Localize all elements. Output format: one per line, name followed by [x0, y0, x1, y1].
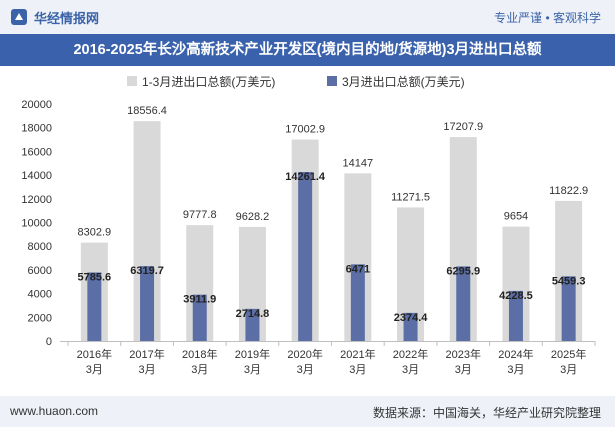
slogan: 专业严谨 • 客观科学 — [494, 11, 601, 25]
y-tick-label: 8000 — [28, 241, 52, 253]
bar-march — [561, 276, 576, 341]
data-label-march: 2714.8 — [236, 308, 270, 320]
x-category-label: 2019年 3月 — [235, 347, 270, 376]
bar-march — [192, 294, 207, 341]
huajing-logo-icon — [11, 9, 27, 25]
chart-title: 2016-2025年长沙高新技术产业开发区(境内目的地/货源地)3月进出口总额 — [73, 42, 542, 58]
header-bar: 华经情报网 专业严谨 • 客观科学 — [0, 0, 615, 34]
data-label-march: 5459.3 — [552, 275, 586, 287]
data-label-total: 18556.4 — [127, 105, 167, 117]
legend-swatch-march — [327, 76, 337, 86]
data-label-total: 17002.9 — [285, 124, 325, 136]
y-tick-label: 14000 — [21, 170, 52, 182]
data-label-march: 3911.9 — [183, 294, 216, 306]
data-label-march: 14261.4 — [285, 171, 326, 183]
legend-label-total: 1-3月进出口总额(万美元) — [142, 75, 275, 89]
data-label-total: 17207.9 — [443, 121, 483, 133]
data-label-total: 11271.5 — [391, 191, 430, 203]
bar-march — [298, 172, 313, 341]
x-category-label: 2018年 3月 — [182, 347, 217, 376]
data-label-total: 11822.9 — [549, 185, 588, 197]
y-tick-label: 2000 — [28, 312, 52, 324]
data-label-total: 9628.2 — [236, 211, 270, 223]
x-category-label: 2023年 3月 — [446, 347, 481, 376]
y-tick-label: 10000 — [21, 218, 52, 230]
y-tick-label: 12000 — [21, 194, 52, 206]
data-label-march: 6471 — [346, 263, 370, 275]
x-category-label: 2024年 3月 — [498, 347, 533, 376]
x-category-label: 2022年 3月 — [393, 347, 428, 376]
data-label-march: 2374.4 — [394, 312, 429, 324]
y-tick-label: 0 — [46, 336, 52, 348]
bar-march — [456, 266, 471, 341]
chart-legend: 1-3月进出口总额(万美元) 3月进出口总额(万美元) — [127, 75, 465, 89]
x-axis: 2016年 3月 2017年 3月 2018年 3月 2019年 3月 2020年 3月 2021年… — [77, 347, 587, 376]
bar-chart: 1-3月进出口总额(万美元) 3月进出口总额(万美元) 0 2000 4000 600… — [21, 75, 596, 376]
x-category-label: 2016年 3月 — [77, 347, 112, 376]
bar-march — [140, 266, 155, 341]
bar-march — [87, 272, 102, 341]
data-label-total: 9777.8 — [183, 209, 217, 221]
data-label-total: 8302.9 — [78, 227, 112, 239]
data-source: 数据来源：中国海关，华经产业研究院整理 — [372, 406, 601, 420]
data-label-total: 9654 — [504, 211, 528, 223]
y-tick-label: 6000 — [28, 265, 52, 277]
y-tick-label: 4000 — [28, 289, 52, 301]
data-label-march: 6319.7 — [130, 265, 164, 277]
data-label-march: 6295.9 — [446, 265, 480, 277]
data-label-total: 14147 — [343, 157, 374, 169]
brand-name: 华经情报网 — [34, 11, 100, 26]
x-category-label: 2025年 3月 — [551, 347, 586, 376]
data-label-march: 5785.6 — [78, 271, 112, 283]
x-category-label: 2021年 3月 — [340, 347, 375, 376]
data-label-march: 4228.5 — [499, 290, 533, 302]
y-tick-label: 20000 — [21, 99, 52, 111]
data-labels-layer: 8302.9 5785.6 18556.4 6319.7 9777.8 3911.9 962… — [78, 105, 589, 324]
bar-march — [350, 264, 365, 341]
bar-march — [508, 290, 523, 341]
legend-swatch-total — [127, 76, 137, 86]
bars-layer — [80, 121, 583, 341]
bar-march — [245, 308, 260, 341]
title-bar: 2016-2025年长沙高新技术产业开发区(境内目的地/货源地)3月进出口总额 — [0, 34, 615, 66]
y-axis: 0 2000 4000 6000 8000 10000 12000 14000 16000 180… — [21, 99, 596, 348]
y-tick-label: 16000 — [21, 146, 52, 158]
bar-march — [403, 312, 418, 341]
footer-bar: www.huaon.com 数据来源：中国海关，华经产业研究院整理 — [0, 396, 615, 427]
website-url: www.huaon.com — [10, 404, 99, 418]
x-category-label: 2020年 3月 — [287, 347, 322, 376]
x-category-label: 2017年 3月 — [129, 347, 164, 376]
y-tick-label: 18000 — [21, 123, 52, 135]
legend-label-march: 3月进出口总额(万美元) — [342, 75, 465, 89]
